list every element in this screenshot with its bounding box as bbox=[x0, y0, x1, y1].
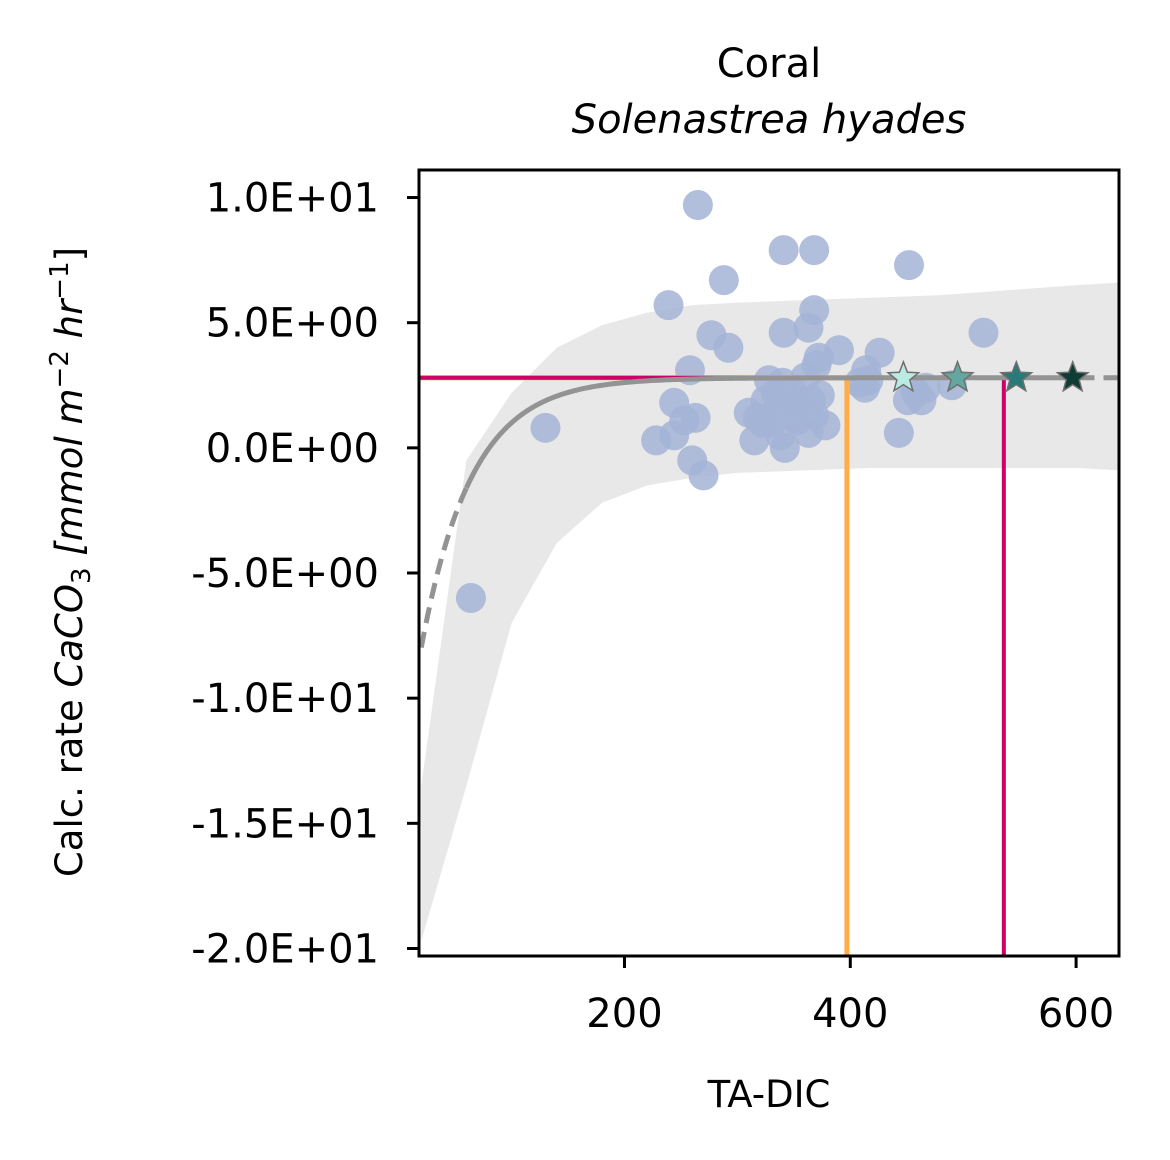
data-point bbox=[810, 410, 841, 441]
x-axis-label: TA-DIC bbox=[707, 1073, 831, 1116]
data-point bbox=[824, 335, 854, 366]
y-tick-label: 5.0E+00 bbox=[206, 301, 379, 347]
x-tick-label: 200 bbox=[586, 991, 662, 1037]
chart-subtitle: Solenastrea hyades bbox=[572, 97, 967, 143]
y-label-unit-close: ] bbox=[48, 247, 91, 261]
data-point bbox=[713, 332, 744, 363]
data-point bbox=[530, 412, 561, 443]
plot-frame bbox=[417, 168, 1121, 958]
y-axis-label: Calc. rate CaCO3 [mmol m−2 hr−1] bbox=[45, 247, 97, 877]
data-point bbox=[801, 350, 832, 381]
y-tick-label: 1.0E+01 bbox=[206, 176, 379, 222]
data-point bbox=[799, 235, 830, 266]
y-label-sub: 3 bbox=[67, 567, 97, 584]
data-point bbox=[682, 190, 713, 221]
y-label-exp1: −2 bbox=[45, 350, 75, 388]
data-point bbox=[653, 290, 684, 321]
data-point bbox=[883, 417, 914, 448]
star-marker bbox=[940, 359, 975, 393]
y-label-unit-mid: hr bbox=[48, 297, 91, 338]
star-marker bbox=[998, 359, 1034, 393]
data-point bbox=[769, 432, 800, 463]
data-point bbox=[768, 317, 799, 348]
axis-ticks: 1.0E+01 5.0E+00 0.0E+00 -5.0E+00 -1.0E+01 -1.… bbox=[191, 176, 1114, 1037]
y-tick-label: -1.0E+01 bbox=[191, 676, 379, 722]
data-point bbox=[455, 583, 486, 614]
data-point bbox=[680, 402, 711, 433]
y-tick-label: -1.5E+01 bbox=[191, 801, 379, 847]
data-point bbox=[768, 235, 799, 266]
data-point bbox=[968, 317, 999, 348]
star-marker bbox=[1055, 359, 1090, 393]
data-point bbox=[688, 460, 719, 491]
plot-area bbox=[419, 190, 1119, 956]
x-tick-label: 600 bbox=[1038, 991, 1114, 1037]
star-marker bbox=[886, 359, 921, 393]
chart-title: Coral bbox=[717, 41, 821, 87]
data-point bbox=[747, 407, 778, 438]
y-label-exp2: −1 bbox=[45, 261, 75, 299]
y-tick-label: -2.0E+01 bbox=[191, 926, 379, 972]
y-label-unit-open: [mmol m bbox=[48, 388, 91, 555]
x-tick-label: 400 bbox=[812, 991, 888, 1037]
y-label-species: CaCO bbox=[48, 584, 91, 687]
data-point bbox=[804, 380, 835, 411]
data-point bbox=[864, 337, 895, 368]
fit-curve-extrapolated-low bbox=[419, 486, 469, 649]
y-tick-label: 0.0E+00 bbox=[206, 426, 379, 472]
data-point bbox=[894, 250, 924, 281]
data-point bbox=[708, 265, 739, 296]
y-label-prefix: Calc. rate bbox=[48, 699, 91, 877]
data-point bbox=[799, 295, 830, 326]
confidence-band bbox=[421, 282, 1119, 941]
data-point bbox=[782, 405, 813, 436]
y-tick-label: -5.0E+00 bbox=[191, 551, 379, 597]
